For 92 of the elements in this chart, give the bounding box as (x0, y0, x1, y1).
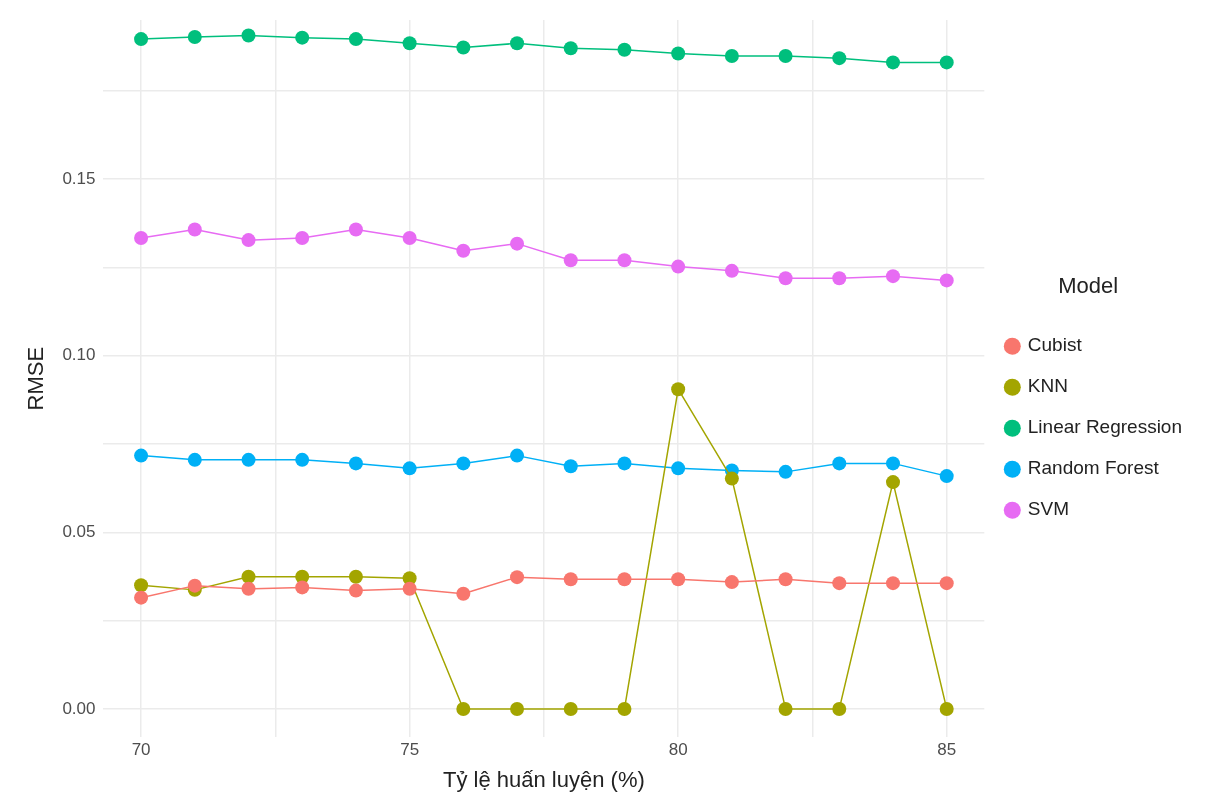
point (241, 569, 256, 584)
y-tick-label: 0.10 (62, 345, 96, 365)
point (295, 30, 310, 45)
point (134, 230, 149, 245)
point (886, 475, 900, 490)
point (724, 49, 739, 64)
point (134, 590, 149, 605)
y-tick-label: 0.00 (62, 698, 96, 718)
point (563, 701, 578, 716)
point (510, 570, 525, 585)
legend-label: KNN (1027, 375, 1068, 397)
point (939, 701, 954, 716)
point (295, 452, 310, 467)
legend-title: Model (1058, 273, 1119, 299)
point (134, 32, 149, 47)
point (187, 452, 202, 467)
point (671, 382, 686, 397)
point (456, 456, 471, 471)
point (886, 269, 900, 284)
point (456, 243, 471, 258)
point (402, 581, 417, 596)
x-tick-label: 80 (668, 740, 688, 760)
point (724, 575, 739, 590)
point (724, 471, 739, 486)
point (563, 459, 578, 474)
point (671, 572, 686, 587)
legend-label: Random Forest (1027, 457, 1160, 479)
point (510, 448, 525, 463)
point (617, 42, 632, 57)
point (939, 273, 954, 288)
x-axis-title: Tỷ lệ huấn luyện (%) (443, 766, 645, 792)
point (348, 456, 363, 471)
point (134, 448, 149, 463)
point (402, 461, 417, 476)
x-tick-label: 70 (131, 740, 151, 760)
point (939, 469, 954, 484)
point (563, 41, 578, 56)
point (510, 36, 525, 51)
point (241, 233, 256, 248)
point (348, 569, 363, 584)
point (778, 464, 793, 479)
point (348, 32, 363, 47)
point (939, 55, 954, 70)
point (510, 236, 525, 251)
point (241, 28, 256, 43)
point (832, 51, 847, 66)
point (402, 36, 417, 51)
point (456, 701, 471, 716)
point (402, 230, 417, 245)
point (832, 271, 847, 286)
point (617, 253, 632, 268)
point (617, 572, 632, 587)
point (510, 701, 525, 716)
point (886, 576, 900, 591)
point (671, 461, 686, 476)
point (187, 222, 202, 237)
point (671, 46, 686, 61)
point (617, 456, 632, 471)
point (617, 701, 632, 716)
point (832, 701, 847, 716)
point (187, 578, 202, 593)
legend-label: Linear Regression (1027, 416, 1182, 438)
point (778, 271, 793, 286)
point (134, 578, 149, 593)
point (563, 253, 578, 268)
y-tick-label: 0.15 (62, 168, 96, 188)
point (348, 583, 363, 598)
x-tick-label: 75 (400, 740, 420, 760)
point (671, 259, 686, 274)
point (295, 580, 310, 595)
point (939, 576, 954, 591)
point (778, 572, 793, 587)
point (241, 452, 256, 467)
point (832, 456, 847, 471)
point (241, 581, 256, 596)
point (456, 40, 471, 55)
point (778, 49, 793, 64)
point (456, 586, 471, 601)
y-axis-title: RMSE (23, 346, 49, 411)
point (832, 576, 847, 591)
point (348, 222, 363, 237)
point (724, 263, 739, 278)
point (187, 29, 202, 44)
point (886, 456, 900, 471)
point (563, 572, 578, 587)
x-tick-label: 85 (937, 740, 957, 760)
point (295, 230, 310, 245)
point (886, 55, 900, 70)
point (778, 701, 793, 716)
legend-label: SVM (1027, 498, 1069, 520)
legend-label: Cubist (1027, 334, 1083, 356)
y-tick-label: 0.05 (62, 521, 96, 541)
